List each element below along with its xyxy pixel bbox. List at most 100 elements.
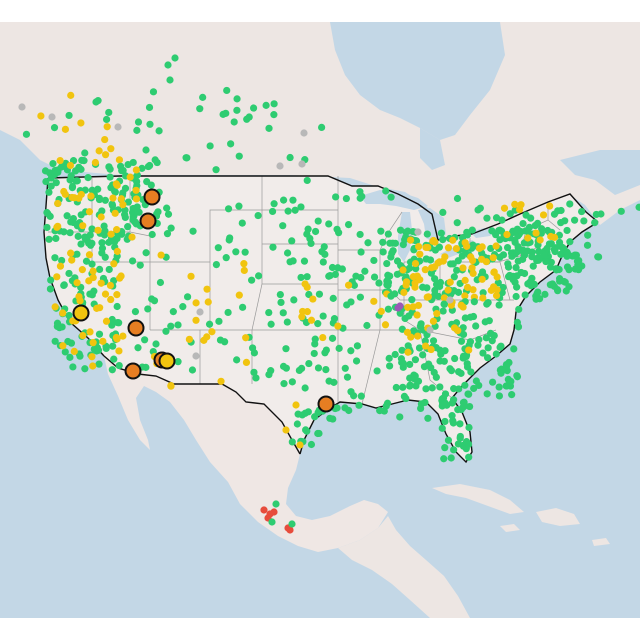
station-marker[interactable] <box>550 233 559 241</box>
station-marker[interactable] <box>400 392 408 400</box>
station-marker[interactable] <box>557 250 565 259</box>
station-marker[interactable] <box>303 273 311 281</box>
station-marker[interactable] <box>86 328 94 336</box>
station-marker[interactable] <box>196 105 204 113</box>
station-marker[interactable] <box>552 265 560 273</box>
station-marker[interactable] <box>113 291 121 299</box>
large-station-marker[interactable] <box>143 188 161 206</box>
station-marker[interactable] <box>282 426 290 434</box>
station-marker[interactable] <box>542 257 550 266</box>
station-marker[interactable] <box>538 225 546 233</box>
station-marker[interactable] <box>167 322 175 330</box>
station-marker[interactable] <box>68 183 76 192</box>
station-marker[interactable] <box>421 337 429 345</box>
station-marker[interactable] <box>115 156 124 164</box>
station-marker[interactable] <box>408 296 416 304</box>
station-marker[interactable] <box>48 113 56 121</box>
station-marker[interactable] <box>113 247 122 255</box>
station-marker[interactable] <box>183 154 191 162</box>
station-marker[interactable] <box>121 213 129 222</box>
station-marker[interactable] <box>284 207 292 215</box>
station-marker[interactable] <box>578 207 586 216</box>
station-marker[interactable] <box>490 268 498 276</box>
station-marker[interactable] <box>79 331 87 340</box>
station-marker[interactable] <box>440 357 448 365</box>
station-marker[interactable] <box>396 226 405 234</box>
station-marker[interactable] <box>385 354 393 362</box>
station-marker[interactable] <box>489 254 497 262</box>
station-marker[interactable] <box>481 318 489 326</box>
station-marker[interactable] <box>457 301 465 309</box>
station-marker[interactable] <box>387 292 395 300</box>
station-marker[interactable] <box>325 272 333 280</box>
station-marker[interactable] <box>108 366 116 374</box>
station-marker[interactable] <box>483 214 491 222</box>
station-marker[interactable] <box>535 247 543 255</box>
station-marker[interactable] <box>292 401 300 409</box>
station-marker[interactable] <box>124 160 132 169</box>
large-station-marker[interactable] <box>139 212 157 230</box>
station-marker[interactable] <box>493 286 501 294</box>
station-marker[interactable] <box>304 408 312 416</box>
station-marker[interactable] <box>536 236 544 244</box>
station-marker[interactable] <box>222 254 230 262</box>
station-marker[interactable] <box>59 342 67 350</box>
station-marker[interactable] <box>250 349 259 357</box>
station-marker[interactable] <box>467 368 475 376</box>
station-marker[interactable] <box>187 272 195 280</box>
station-marker[interactable] <box>212 166 220 174</box>
station-marker[interactable] <box>557 219 565 227</box>
station-marker[interactable] <box>60 228 68 236</box>
station-marker[interactable] <box>344 220 353 229</box>
station-marker[interactable] <box>519 219 527 228</box>
station-marker[interactable] <box>460 352 468 360</box>
station-marker[interactable] <box>200 336 208 344</box>
station-marker[interactable] <box>111 209 119 217</box>
station-marker[interactable] <box>432 373 440 381</box>
station-marker[interactable] <box>64 337 72 346</box>
station-marker[interactable] <box>439 307 447 315</box>
station-marker[interactable] <box>95 330 104 338</box>
station-marker[interactable] <box>453 194 462 203</box>
station-marker[interactable] <box>270 508 278 516</box>
station-marker[interactable] <box>635 203 640 211</box>
station-marker[interactable] <box>132 195 141 203</box>
station-marker[interactable] <box>262 101 270 109</box>
station-marker[interactable] <box>217 377 225 385</box>
station-marker[interactable] <box>461 292 469 300</box>
station-marker[interactable] <box>203 285 211 293</box>
station-marker[interactable] <box>447 454 455 462</box>
station-marker[interactable] <box>179 303 187 311</box>
map-view[interactable] <box>0 22 640 618</box>
station-marker[interactable] <box>511 238 519 246</box>
station-marker[interactable] <box>503 243 512 252</box>
station-marker[interactable] <box>115 361 123 370</box>
station-marker[interactable] <box>242 334 250 342</box>
station-marker[interactable] <box>81 149 89 157</box>
station-marker[interactable] <box>227 140 235 148</box>
station-marker[interactable] <box>108 315 116 324</box>
station-marker[interactable] <box>101 253 109 261</box>
station-marker[interactable] <box>164 210 173 218</box>
station-marker[interactable] <box>563 226 571 235</box>
station-marker[interactable] <box>54 199 62 208</box>
station-marker[interactable] <box>470 298 478 306</box>
station-marker[interactable] <box>453 266 461 274</box>
station-marker[interactable] <box>617 207 625 215</box>
station-marker[interactable] <box>562 287 570 295</box>
station-marker[interactable] <box>424 414 432 422</box>
station-marker[interactable] <box>488 337 496 345</box>
station-marker[interactable] <box>487 244 495 253</box>
station-marker[interactable] <box>421 266 429 274</box>
station-marker[interactable] <box>391 350 399 359</box>
station-marker[interactable] <box>420 363 429 371</box>
station-marker[interactable] <box>379 248 387 256</box>
station-marker[interactable] <box>79 222 87 230</box>
station-marker[interactable] <box>204 298 212 306</box>
station-marker[interactable] <box>492 291 501 300</box>
station-marker[interactable] <box>93 304 101 312</box>
station-marker[interactable] <box>446 296 454 304</box>
station-marker[interactable] <box>124 198 132 206</box>
station-marker[interactable] <box>73 279 81 287</box>
station-marker[interactable] <box>488 227 496 235</box>
